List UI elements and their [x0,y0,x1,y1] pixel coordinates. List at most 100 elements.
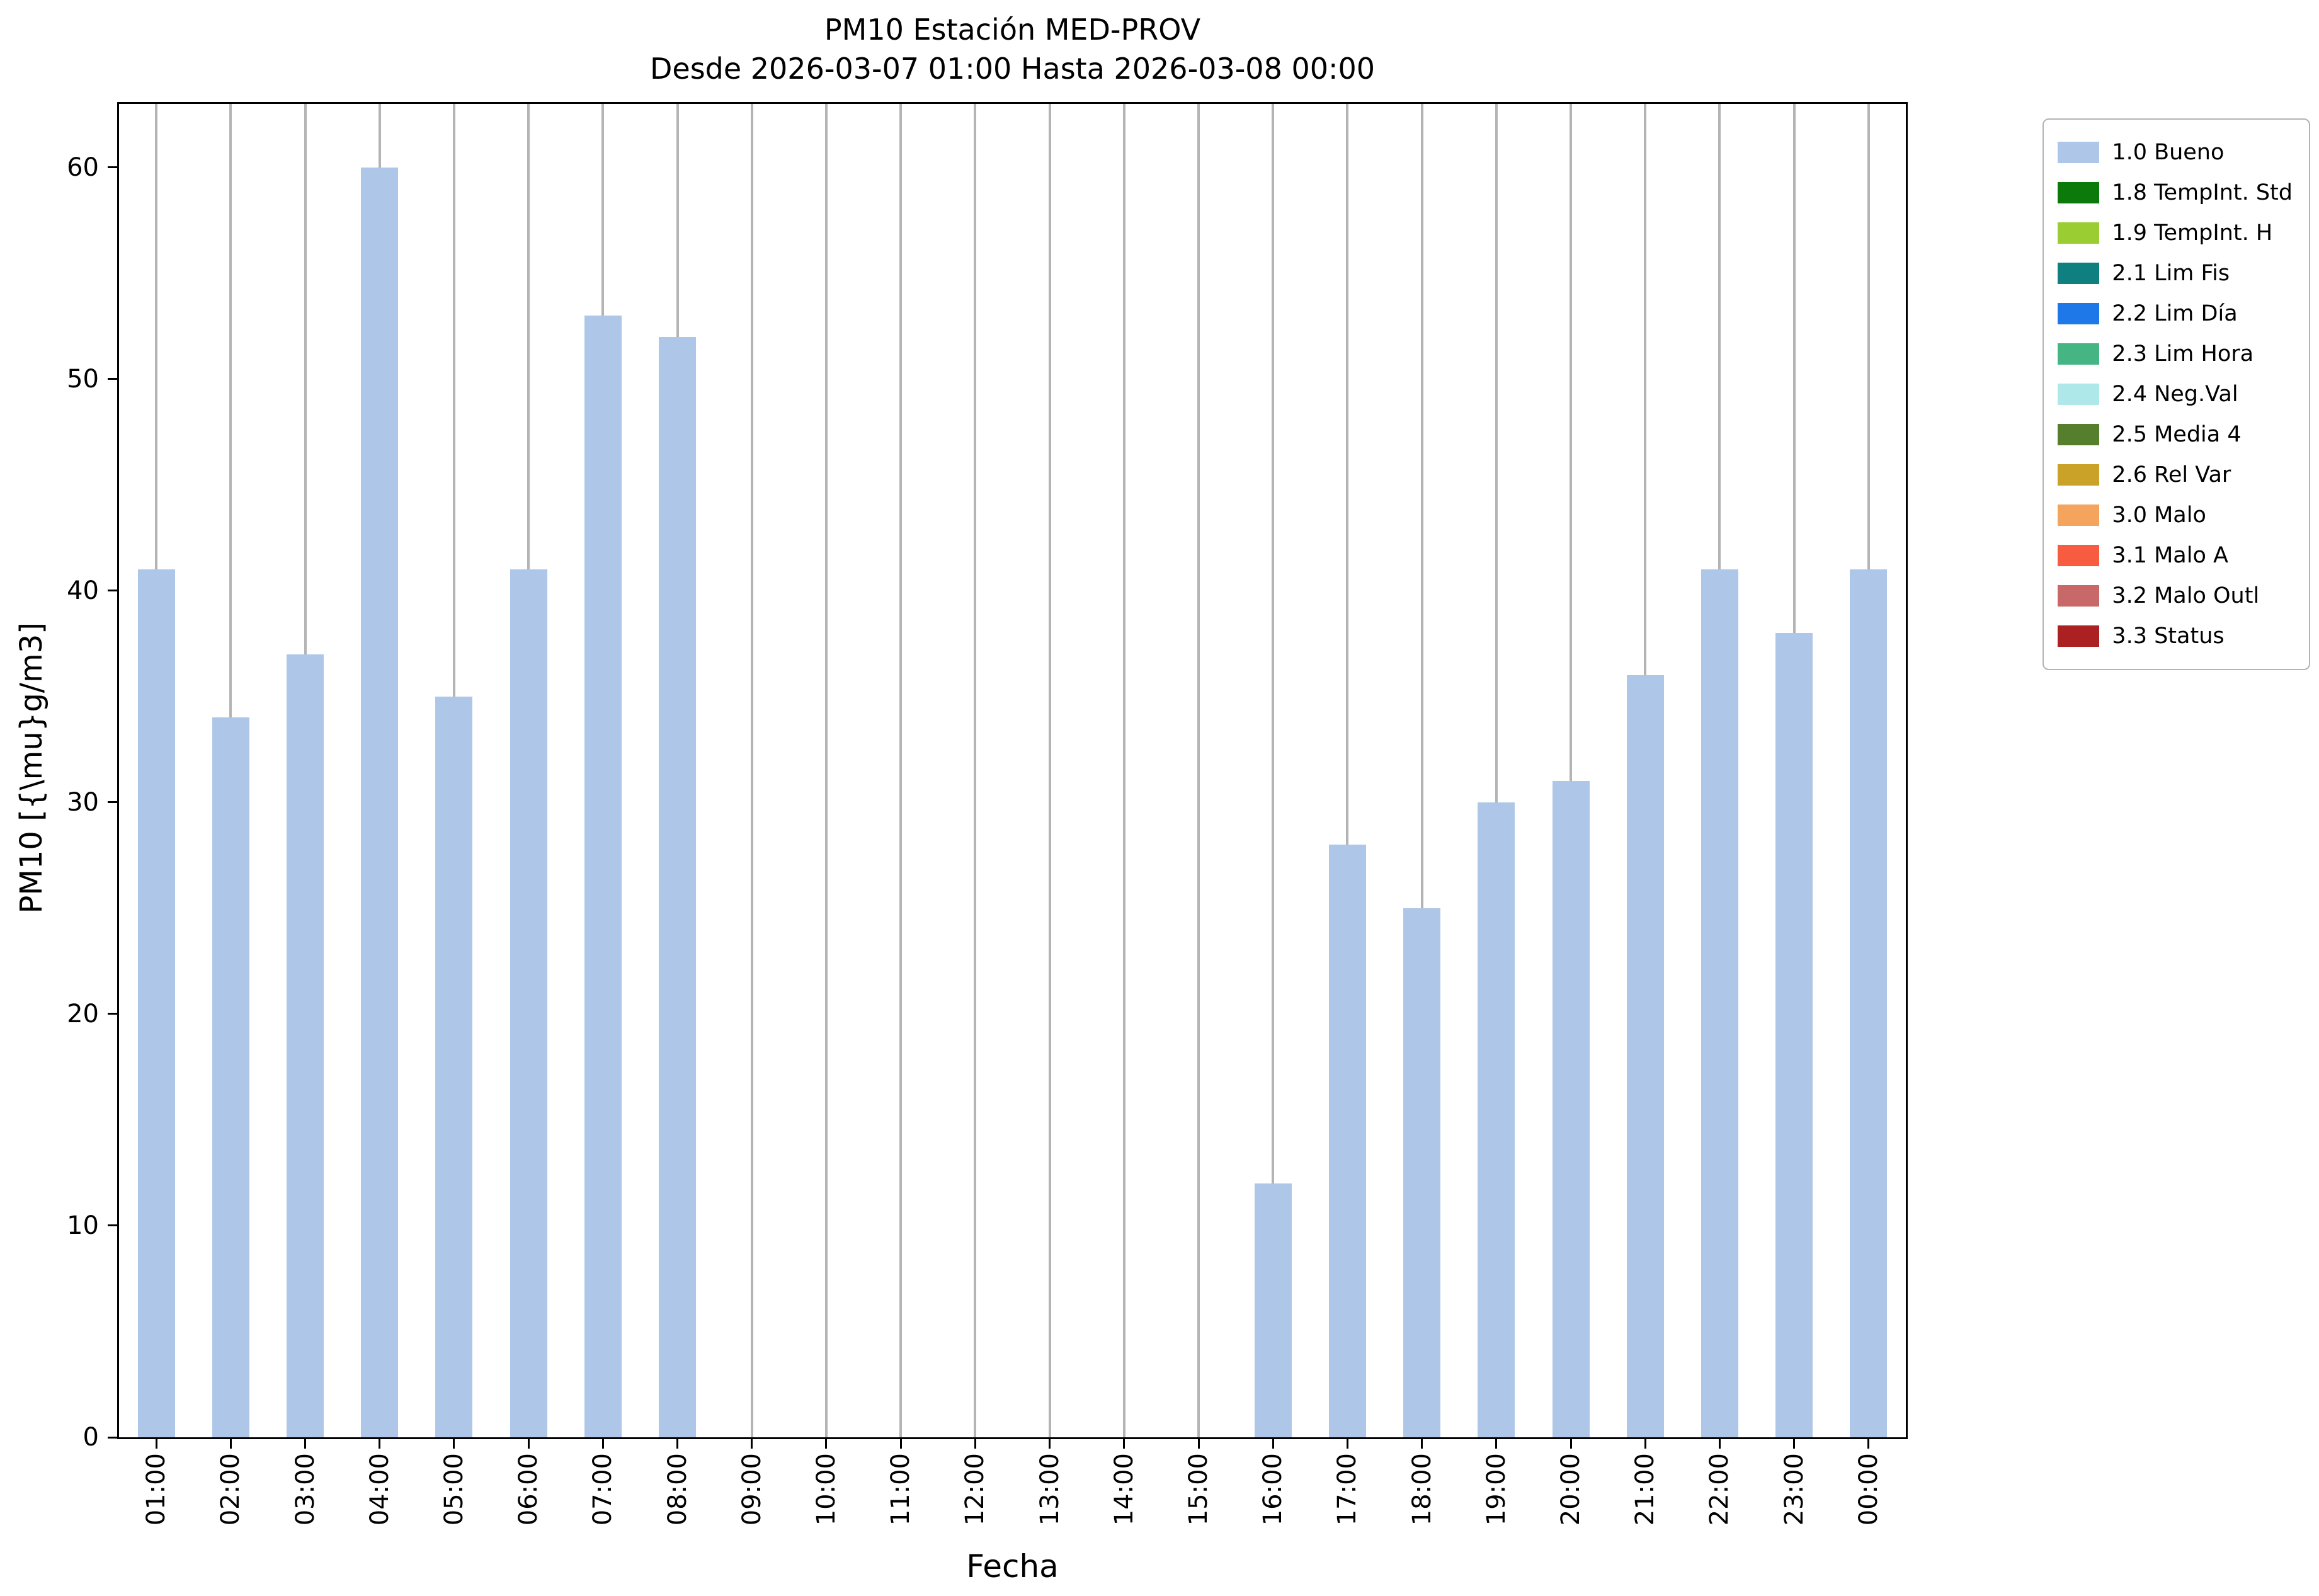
x-tick [1570,1439,1572,1449]
legend-swatch [2058,585,2100,607]
legend-swatch [2058,625,2100,647]
legend-swatch [2058,343,2100,365]
x-tick [1867,1439,1870,1449]
legend-swatch [2058,222,2100,244]
bar [659,336,697,1437]
bar [1254,1183,1292,1437]
bar [510,569,547,1437]
legend-swatch [2058,182,2100,203]
x-tick [1421,1439,1423,1449]
chart-title-line2: Desde 2026-03-07 01:00 Hasta 2026-03-08 … [649,52,1376,86]
x-tick-label: 04:00 [365,1453,394,1526]
x-tick-label: 11:00 [886,1453,916,1526]
chart-title: PM10 Estación MED-PROV Desde 2026-03-07 … [117,10,1908,88]
x-tick [825,1439,828,1449]
x-tick [1272,1439,1274,1449]
y-tick-label: 0 [83,1423,99,1452]
legend-item: 2.5 Media 4 [2058,414,2293,455]
legend-items: 1.0 Bueno 1.8 TempInt. Std 1.9 TempInt. H 2… [2058,132,2293,656]
gridline [824,104,828,1437]
x-tick [974,1439,976,1449]
legend-item: 3.3 Status [2058,616,2293,656]
y-tick [108,590,117,592]
x-tick-label: 16:00 [1258,1453,1288,1526]
legend-swatch [2058,142,2100,163]
bar [212,717,249,1437]
bar [1328,845,1366,1437]
legend-item-label: 1.0 Bueno [2112,140,2225,165]
y-tick-label: 10 [67,1211,99,1240]
legend-item: 1.0 Bueno [2058,132,2293,173]
x-tick-label: 20:00 [1556,1453,1586,1526]
x-tick-label: 22:00 [1705,1453,1735,1526]
y-tick-label: 20 [67,999,99,1029]
x-tick [155,1439,157,1449]
legend-item: 2.3 Lim Hora [2058,334,2293,374]
x-tick [1346,1439,1348,1449]
x-tick-label: 18:00 [1407,1453,1437,1526]
x-tick-label: 00:00 [1854,1453,1883,1526]
legend-item: 2.2 Lim Día [2058,294,2293,334]
x-tick-label: 07:00 [588,1453,618,1526]
legend-item: 2.4 Neg.Val [2058,374,2293,414]
bar [1775,633,1813,1437]
legend-item: 1.8 TempInt. Std [2058,173,2293,213]
gridline [1570,104,1573,1437]
legend-item-label: 1.9 TempInt. H [2112,220,2273,246]
x-tick-label: 14:00 [1109,1453,1139,1526]
x-tick-label: 10:00 [811,1453,841,1526]
legend: 1.0 Bueno 1.8 TempInt. Std 1.9 TempInt. H 2… [2043,118,2310,670]
gridline [1122,104,1125,1437]
x-tick-label: 01:00 [142,1453,171,1526]
x-tick [899,1439,902,1449]
legend-item: 3.2 Malo Outl [2058,576,2293,616]
x-tick [1718,1439,1721,1449]
x-axis-label: Fecha [966,1548,1059,1585]
plot-area [117,102,1908,1439]
y-tick [108,378,117,380]
bar [1850,569,1888,1437]
legend-swatch [2058,303,2100,324]
y-tick [108,1436,117,1439]
legend-item-label: 2.1 Lim Fis [2112,261,2230,286]
legend-item-label: 2.3 Lim Hora [2112,341,2254,367]
x-tick-label: 19:00 [1481,1453,1511,1526]
legend-item-label: 2.6 Rel Var [2112,462,2231,487]
x-tick [453,1439,455,1449]
x-tick-label: 02:00 [216,1453,246,1526]
gridline [1197,104,1200,1437]
legend-swatch [2058,504,2100,526]
legend-item: 2.1 Lim Fis [2058,253,2293,294]
gridline [974,104,977,1437]
x-tick [1197,1439,1200,1449]
legend-item-label: 2.2 Lim Día [2112,301,2238,326]
x-tick-label: 23:00 [1779,1453,1809,1526]
x-tick-label: 05:00 [439,1453,469,1526]
x-tick [1793,1439,1796,1449]
legend-item-label: 2.5 Media 4 [2112,422,2242,447]
y-tick [108,1224,117,1227]
x-tick [1495,1439,1498,1449]
gridline [899,104,903,1437]
x-tick [379,1439,381,1449]
gridline [1346,104,1349,1437]
x-tick-label: 15:00 [1184,1453,1214,1526]
gridline [750,104,753,1437]
x-tick-label: 12:00 [960,1453,990,1526]
bar [286,654,324,1437]
x-tick-label: 09:00 [737,1453,766,1526]
gridline [1495,104,1498,1437]
gridline [1420,104,1423,1437]
y-axis-label: PM10 [{\mu}g/m3] [14,622,49,914]
bar [584,316,622,1437]
legend-item: 1.9 TempInt. H [2058,213,2293,253]
x-tick-label: 17:00 [1333,1453,1362,1526]
bar [1478,802,1515,1437]
legend-item-label: 3.3 Status [2112,624,2225,649]
legend-item-label: 3.0 Malo [2112,503,2206,528]
chart-title-line1: PM10 Estación MED-PROV [824,13,1201,47]
x-tick [601,1439,604,1449]
gridline [1048,104,1051,1437]
x-tick [676,1439,679,1449]
